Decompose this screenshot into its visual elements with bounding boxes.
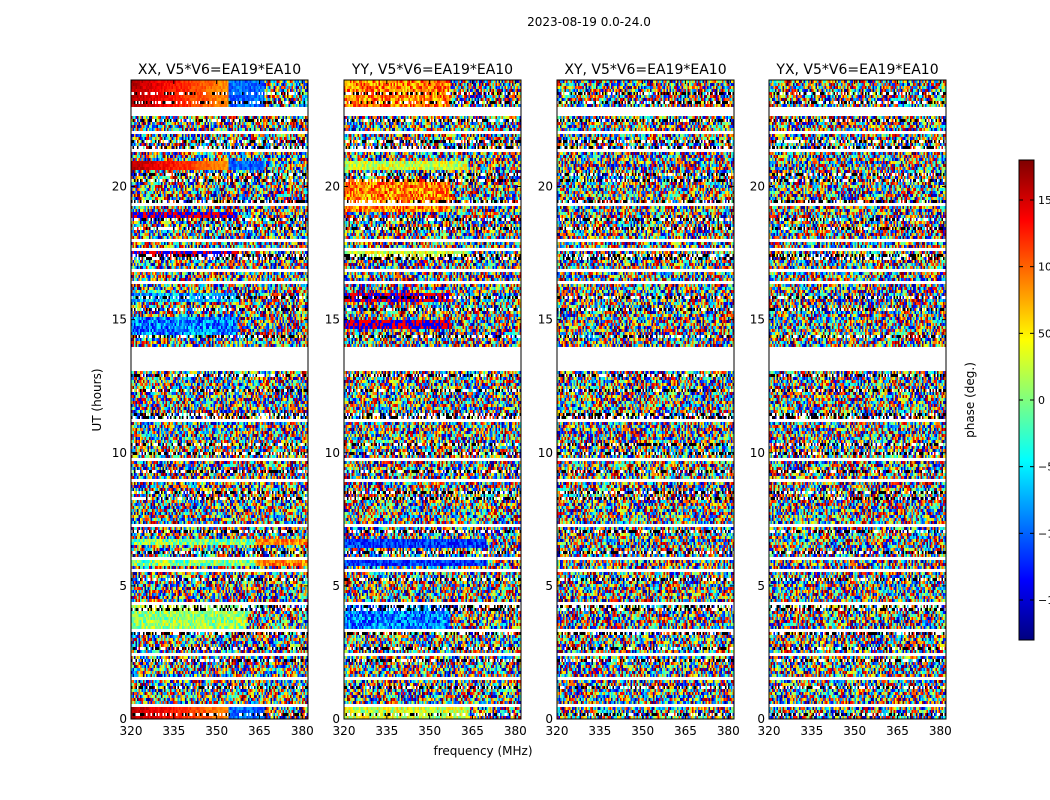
x-tick-label: 335 [375, 724, 398, 738]
panel-heatmap [769, 80, 946, 719]
colorbar-tick-label: −150 [1038, 594, 1050, 607]
y-tick-label: 5 [332, 579, 340, 593]
y-tick-label: 10 [112, 446, 127, 460]
x-axis-label: frequency (MHz) [433, 744, 532, 758]
panels-layer: XX, V5*V6=EA19*EA10 320 335 350 365 380 0 5 10 15… [112, 62, 952, 738]
panel-title: XY, V5*V6=EA19*EA10 [564, 62, 726, 78]
x-tick-label: 350 [631, 724, 654, 738]
panel-frame [130, 79, 309, 720]
y-tick-label: 10 [538, 446, 553, 460]
x-tick-label: 380 [291, 724, 314, 738]
x-tick-label: 335 [162, 724, 185, 738]
colorbar-tick-label: 150 [1038, 194, 1050, 207]
x-tick-label: 335 [588, 724, 611, 738]
panel-title: YX, V5*V6=EA19*EA10 [775, 62, 938, 78]
colorbar: 150 100 50 0 −50 −100 −150 phase (deg.) [963, 159, 1050, 641]
figure-suptitle: 2023-08-19 0.0-24.0 [527, 15, 651, 29]
y-tick-label: 5 [119, 579, 127, 593]
x-tick-label: 350 [418, 724, 441, 738]
x-tick-label: 365 [886, 724, 909, 738]
panel-title: XX, V5*V6=EA19*EA10 [138, 62, 301, 78]
x-tick-label: 380 [504, 724, 527, 738]
colorbar-tick-label: 50 [1038, 327, 1050, 340]
y-tick-label: 10 [325, 446, 340, 460]
y-tick-label: 20 [112, 180, 127, 194]
panel-frame [343, 79, 522, 720]
x-tick-label: 320 [546, 724, 569, 738]
panel-frame [768, 79, 947, 720]
x-tick-label: 350 [843, 724, 866, 738]
y-tick-label: 15 [538, 313, 553, 327]
panel-frame [556, 79, 735, 720]
x-tick-label: 365 [248, 724, 271, 738]
panel-1: XX, V5*V6=EA19*EA10 320 335 350 365 380 0 5 10 15… [112, 62, 314, 738]
x-tick-label: 380 [717, 724, 740, 738]
colorbar-tick-label: −100 [1038, 527, 1050, 540]
y-tick-label: 5 [757, 579, 765, 593]
y-axis-label: UT (hours) [90, 368, 104, 431]
panel-4: YX, V5*V6=EA19*EA10 320 335 350 365 380 0 5 10 15… [750, 62, 952, 738]
colorbar-tick-label: 0 [1038, 394, 1045, 407]
x-tick-label: 350 [205, 724, 228, 738]
y-tick-label: 15 [112, 313, 127, 327]
panel-heatmap [131, 80, 308, 719]
y-tick-label: 0 [332, 712, 340, 726]
x-tick-label: 365 [674, 724, 697, 738]
colorbar-ticks: 150 100 50 0 −50 −100 −150 [1019, 194, 1050, 607]
x-tick-label: 380 [929, 724, 952, 738]
x-tick-label: 320 [758, 724, 781, 738]
colorbar-tick-label: −50 [1038, 461, 1050, 474]
y-tick-label: 0 [119, 712, 127, 726]
y-tick-label: 15 [750, 313, 765, 327]
y-tick-label: 0 [757, 712, 765, 726]
y-tick-label: 5 [545, 579, 553, 593]
y-tick-label: 20 [750, 180, 765, 194]
panel-3: XY, V5*V6=EA19*EA10 320 335 350 365 380 0 5 10 15… [538, 62, 740, 738]
panel-title: YY, V5*V6=EA19*EA10 [351, 62, 513, 78]
x-tick-label: 320 [120, 724, 143, 738]
x-tick-label: 365 [461, 724, 484, 738]
y-tick-label: 0 [545, 712, 553, 726]
y-tick-label: 20 [538, 180, 553, 194]
y-tick-label: 15 [325, 313, 340, 327]
y-tick-label: 20 [325, 180, 340, 194]
x-tick-label: 335 [800, 724, 823, 738]
panel-2: YY, V5*V6=EA19*EA10 320 335 350 365 380 0 5 10 15… [325, 62, 527, 738]
panel-heatmap [557, 80, 734, 719]
colorbar-tick-label: 100 [1038, 261, 1050, 274]
y-tick-label: 10 [750, 446, 765, 460]
x-tick-label: 320 [333, 724, 356, 738]
colorbar-label: phase (deg.) [963, 362, 977, 438]
panel-heatmap [344, 80, 521, 719]
